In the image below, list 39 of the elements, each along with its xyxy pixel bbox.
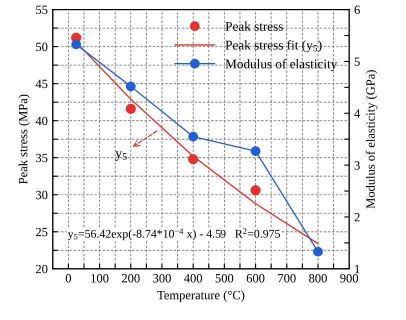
y2-tick-label: 4 xyxy=(354,109,360,118)
x-tick-label: 500 xyxy=(216,274,234,282)
y2-tick-label: 1 xyxy=(355,264,360,274)
point xyxy=(188,132,198,142)
y-tick-label: 45 xyxy=(36,80,48,88)
x-axis-title: Temperature (°C) xyxy=(157,290,244,302)
y-tick-label: 25 xyxy=(36,228,48,236)
x-tick-label: 400 xyxy=(184,274,202,282)
point xyxy=(126,81,136,92)
x-tick-label: 600 xyxy=(246,274,264,282)
y2-tick-label: 5 xyxy=(354,58,360,66)
y-tick-label: 35 xyxy=(36,154,48,162)
y-axis-title: Peak stress (MPa) xyxy=(18,94,30,184)
x-tick-label: 200 xyxy=(122,274,140,282)
y-tick-label: 55 xyxy=(36,6,48,14)
point xyxy=(71,39,82,50)
legend-label: Peak stress fit (y$_{5}$) xyxy=(226,40,322,52)
y2-tick-label: 3 xyxy=(354,161,360,170)
legend-label: Modulus of elasticity xyxy=(226,58,338,72)
y-tick-label: 20 xyxy=(36,264,48,274)
x-tick-label: 700 xyxy=(278,274,296,282)
point xyxy=(250,146,260,156)
legend-label: Peak stress xyxy=(226,22,283,31)
x-tick-label: 800 xyxy=(309,274,327,282)
y2-axis-title: Modulus of elasticity (GPa) xyxy=(366,70,378,208)
x-tick-label: 900 xyxy=(340,274,358,282)
x-tick-label: 300 xyxy=(153,274,171,282)
annotation: y$_{5}$ xyxy=(115,151,127,161)
point xyxy=(250,185,261,196)
y-tick-label: 50 xyxy=(36,42,48,52)
annotation: y$_{5}$=56.42exp(-8.74*10$^{−4}$ x) - 4.59 R$^{2}$=0.975 xyxy=(68,228,280,240)
point xyxy=(313,246,323,257)
y2-tick-label: 6 xyxy=(354,6,360,14)
y2-tick-label: 2 xyxy=(354,213,360,222)
x-tick-label: 0 xyxy=(66,274,72,282)
point xyxy=(126,104,136,114)
y-tick-label: 30 xyxy=(36,190,48,200)
y-tick-label: 40 xyxy=(36,116,48,126)
x-tick-label: 100 xyxy=(91,274,108,282)
